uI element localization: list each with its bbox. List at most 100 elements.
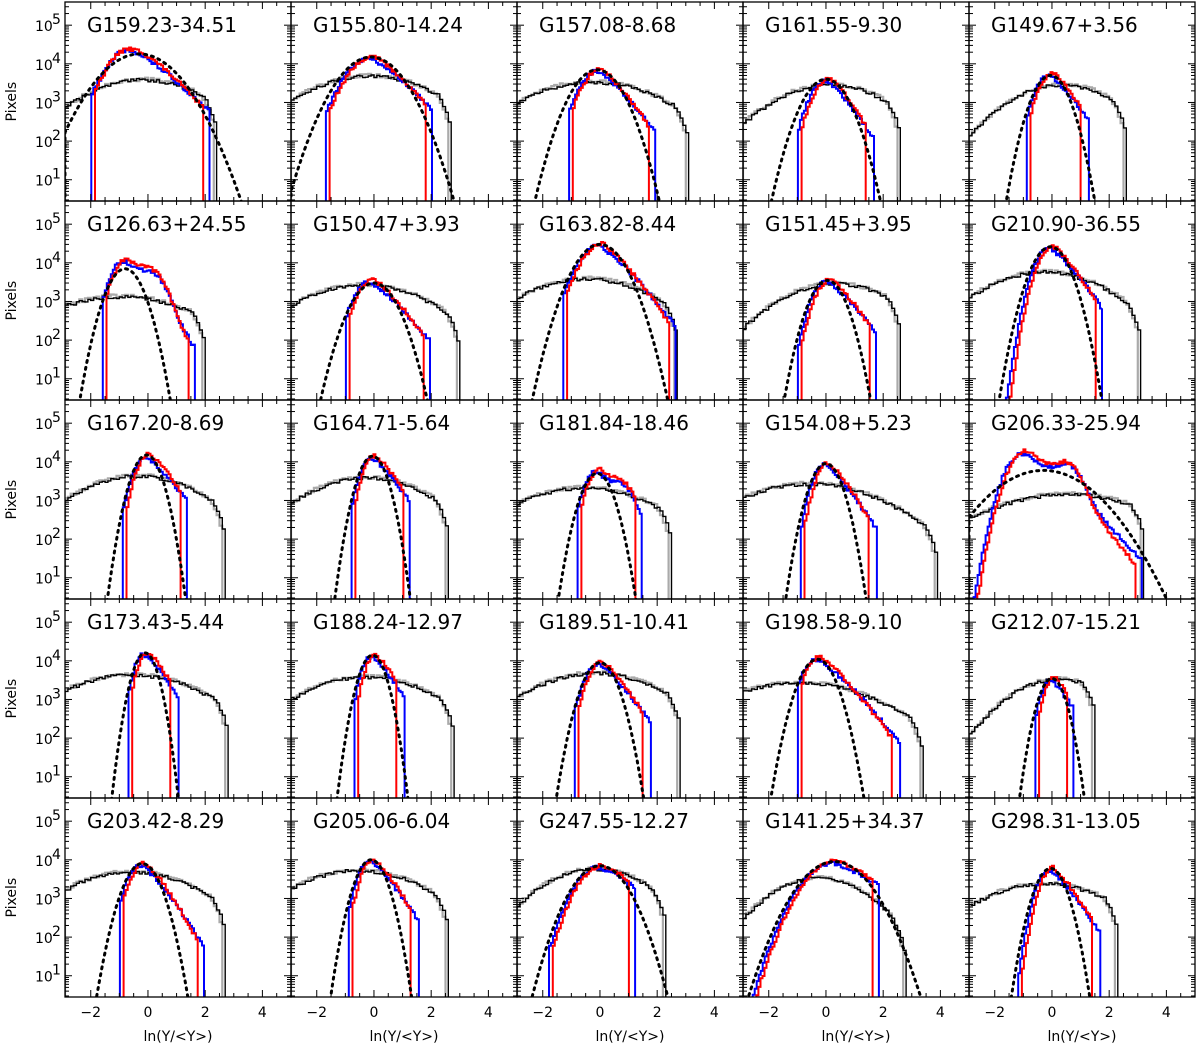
panel-title: G157.08-8.68 <box>539 13 676 37</box>
y-tick-exponent: 4 <box>52 51 61 67</box>
y-tick-label: 10 <box>35 494 53 510</box>
y-tick-exponent: 1 <box>52 565 61 581</box>
panel-14: G154.08+5.23 <box>742 399 970 600</box>
blue-series <box>1025 73 1090 201</box>
gray-series <box>65 293 204 400</box>
lognormal-fit <box>769 657 866 798</box>
y-tick-exponent: 5 <box>52 12 61 28</box>
y-tick-label: 10 <box>35 295 53 311</box>
lognormal-fit <box>1009 866 1092 997</box>
panel-plot-area <box>743 76 901 201</box>
panel-plot-area <box>969 864 1119 997</box>
panel-9: G151.45+3.95 <box>742 200 970 401</box>
black-series <box>743 482 939 599</box>
black-series <box>65 870 226 997</box>
lognormal-fit <box>78 267 172 400</box>
y-tick-label: 10 <box>35 417 53 433</box>
panel-plot-area <box>65 651 229 798</box>
blue-series <box>350 457 411 599</box>
y-tick-label: 10 <box>35 58 53 74</box>
red-series <box>351 858 412 997</box>
gray-series <box>291 673 453 798</box>
gray-series <box>743 280 899 400</box>
y-tick-exponent: 2 <box>52 924 61 940</box>
panel-plot-area <box>743 277 901 400</box>
y-tick-label: 10 <box>35 19 53 35</box>
panel-2: G155.80-14.24 <box>290 1 518 202</box>
black-series <box>969 678 1096 798</box>
gray-series <box>65 76 215 201</box>
lognormal-fit <box>319 281 429 400</box>
red-series <box>354 453 405 599</box>
lognormal-fit <box>769 77 882 201</box>
y-tick-exponent: 1 <box>52 366 61 382</box>
panel-title: G210.90-36.55 <box>991 212 1141 236</box>
panel-3: G157.08-8.68 <box>516 1 744 202</box>
panel-plot-area <box>517 466 673 599</box>
gray-series <box>969 268 1139 400</box>
panel-title: G163.82-8.44 <box>539 212 676 236</box>
panel-plot-area <box>517 863 670 997</box>
gray-series <box>969 881 1116 997</box>
panel-25: G298.31-13.05 −2 0 2 4 ln(Y/<Y>) <box>968 797 1196 1045</box>
x-tick-label: −2 <box>80 1005 101 1021</box>
black-series <box>969 882 1119 997</box>
x-tick-label: 2 <box>653 1005 662 1021</box>
y-axis-label: Pixels <box>4 480 20 520</box>
y-tick-exponent: 4 <box>52 250 61 266</box>
black-series <box>65 474 226 599</box>
black-series <box>291 282 461 400</box>
x-axis-label: ln(Y/<Y>) <box>144 1029 213 1045</box>
x-tick-label: 2 <box>427 1005 436 1021</box>
panel-plot-area <box>291 858 449 997</box>
black-series <box>291 675 455 798</box>
red-series <box>551 863 630 997</box>
black-series <box>743 876 907 997</box>
panel-title: G212.07-15.21 <box>991 610 1141 634</box>
black-series <box>743 681 924 798</box>
panel-plot-area <box>969 244 1142 400</box>
black-series <box>969 270 1142 400</box>
lognormal-fit <box>969 468 1169 599</box>
y-tick-label: 10 <box>35 892 53 908</box>
gray-series <box>291 281 458 400</box>
y-tick-exponent: 1 <box>52 963 61 979</box>
lognormal-fit <box>333 454 412 599</box>
black-series <box>65 673 229 798</box>
panel-24: G141.25+34.37 −2 0 2 4 ln(Y/<Y>) <box>742 797 970 1045</box>
y-tick-label: 10 <box>35 218 53 234</box>
y-tick-exponent: 4 <box>52 449 61 465</box>
gray-series <box>517 866 664 997</box>
y-tick-exponent: 1 <box>52 764 61 780</box>
panel-plot-area <box>517 241 678 400</box>
x-tick-label: 0 <box>822 1005 831 1021</box>
panel-title: G247.55-12.27 <box>539 809 689 833</box>
y-tick-label: 10 <box>35 616 53 632</box>
x-tick-label: 0 <box>144 1005 153 1021</box>
y-tick-exponent: 4 <box>52 648 61 664</box>
panel-plot-area <box>517 67 690 201</box>
panel-5: G149.67+3.56 <box>968 1 1196 202</box>
panel-plot-area <box>969 71 1127 201</box>
panel-title: G167.20-8.69 <box>87 411 224 435</box>
x-tick-label: 4 <box>258 1005 267 1021</box>
x-tick-label: 0 <box>596 1005 605 1021</box>
y-tick-exponent: 5 <box>52 211 61 227</box>
lognormal-fit <box>95 862 190 997</box>
panel-title: G188.24-12.97 <box>313 610 463 634</box>
panel-plot-area <box>291 652 455 798</box>
panel-plot-area <box>743 858 923 997</box>
panel-10: G210.90-36.55 <box>968 200 1196 401</box>
panel-plot-area <box>291 54 456 201</box>
lognormal-fit <box>291 55 456 201</box>
x-tick-label: 4 <box>936 1005 945 1021</box>
blue-series <box>101 259 196 400</box>
panel-13: G181.84-18.46 <box>516 399 744 600</box>
x-tick-label: 2 <box>1105 1005 1114 1021</box>
y-tick-exponent: 5 <box>52 609 61 625</box>
panel-title: G126.63+24.55 <box>87 212 247 236</box>
y-tick-label: 10 <box>35 693 53 709</box>
y-tick-label: 10 <box>35 815 53 831</box>
